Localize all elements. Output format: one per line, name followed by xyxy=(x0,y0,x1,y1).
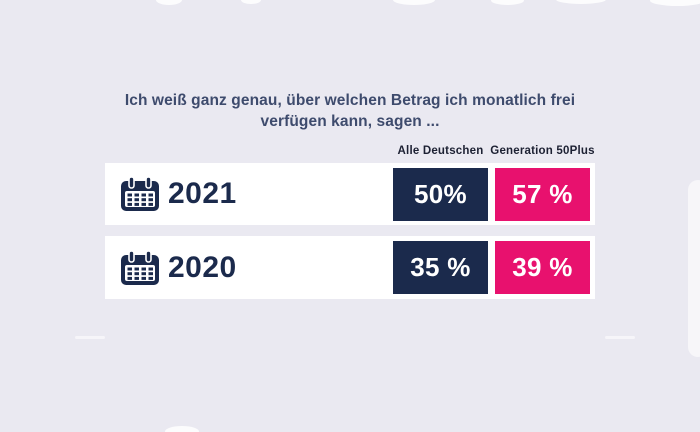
decorative-wisp xyxy=(393,0,435,5)
year-label: 2021 xyxy=(168,177,237,210)
decorative-wisp xyxy=(650,0,700,6)
value-label: 39 % xyxy=(512,252,573,282)
value-box-generation-50plus-2020: 39 % xyxy=(495,241,590,294)
table-row-2021: 2021 50% 57 % xyxy=(105,163,595,225)
decorative-wisp xyxy=(491,0,524,5)
value-label: 35 % xyxy=(410,252,471,282)
decorative-wisp xyxy=(156,0,182,5)
decorative-wisp xyxy=(556,0,606,4)
column-header-generation-50plus: Generation 50Plus xyxy=(490,145,595,157)
year-label: 2020 xyxy=(168,250,237,284)
chart-title-line-1: Ich weiß ganz genau, über welchen Betrag… xyxy=(124,92,576,109)
calendar-icon xyxy=(120,249,160,286)
table-row-2020: 2020 35 % 39 % xyxy=(105,236,595,299)
decorative-panel-edge xyxy=(688,180,700,357)
value-label: 50% xyxy=(414,179,467,209)
chart-title-line-2: verfügen kann, sagen ... xyxy=(260,113,440,130)
value-box-alle-deutschen-2020: 35 % xyxy=(393,241,488,294)
decorative-wisp xyxy=(165,426,199,432)
decorative-swoosh xyxy=(75,336,105,339)
value-label: 57 % xyxy=(512,179,573,209)
column-header-alle-deutschen: Alle Deutschen xyxy=(397,145,484,157)
chart-title: Ich weiß ganz genau, über welchen Betrag… xyxy=(0,90,700,132)
value-box-alle-deutschen-2021: 50% xyxy=(393,168,488,221)
calendar-icon xyxy=(120,176,160,212)
value-box-generation-50plus-2021: 57 % xyxy=(495,168,590,221)
decorative-swoosh xyxy=(605,336,635,339)
decorative-wisp xyxy=(241,0,261,4)
